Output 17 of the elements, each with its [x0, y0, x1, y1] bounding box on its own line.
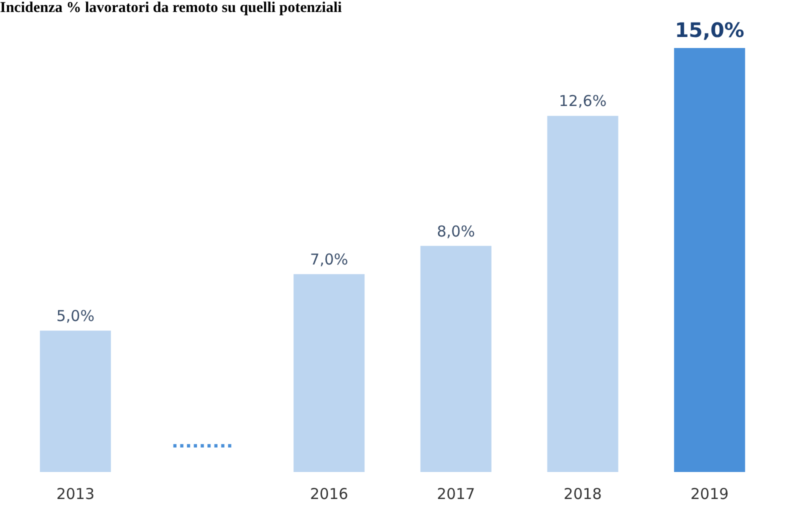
chart-title: Incidenza % lavoratori da remoto su quelli potenziali [0, 0, 342, 17]
x-tick-label: 2018 [564, 484, 602, 503]
bar [40, 330, 111, 472]
bar [674, 48, 746, 472]
bar [420, 246, 492, 472]
data-label: 8,0% [436, 222, 475, 240]
x-tick-label: 2016 [310, 484, 348, 503]
x-tick-label: 2013 [56, 484, 95, 503]
data-label: 12,6% [558, 92, 607, 110]
bar [294, 274, 365, 472]
data-label: 5,0% [56, 307, 94, 326]
annotation: ......... [171, 432, 234, 453]
data-label: 15,0% [674, 18, 744, 42]
data-label: 7,0% [310, 250, 348, 269]
x-tick-label: 2019 [690, 484, 729, 503]
x-tick-label: 2017 [436, 484, 476, 503]
bar [547, 116, 618, 472]
